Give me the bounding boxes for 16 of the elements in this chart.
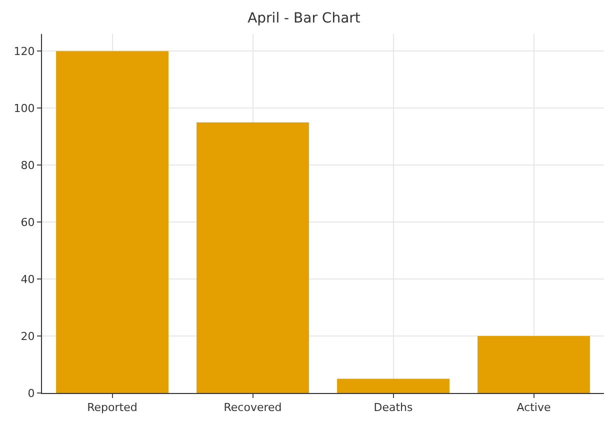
y-tick-label: 80	[20, 158, 35, 172]
bar	[196, 122, 309, 393]
chart-title: April - Bar Chart	[248, 10, 361, 26]
y-tick-label: 60	[20, 216, 35, 229]
x-tick-label: Active	[516, 401, 551, 414]
bar	[478, 336, 590, 393]
x-tick-label: Deaths	[374, 401, 414, 414]
y-tick-label: 100	[14, 102, 35, 115]
y-tick-label: 120	[14, 44, 35, 58]
bar	[337, 378, 450, 393]
y-tick-label: 20	[20, 330, 35, 343]
bar	[56, 51, 168, 393]
x-tick-label: Recovered	[224, 401, 282, 414]
x-tick-label: Reported	[87, 401, 138, 414]
y-tick-label: 0	[28, 386, 35, 400]
y-tick-label: 40	[20, 272, 35, 286]
